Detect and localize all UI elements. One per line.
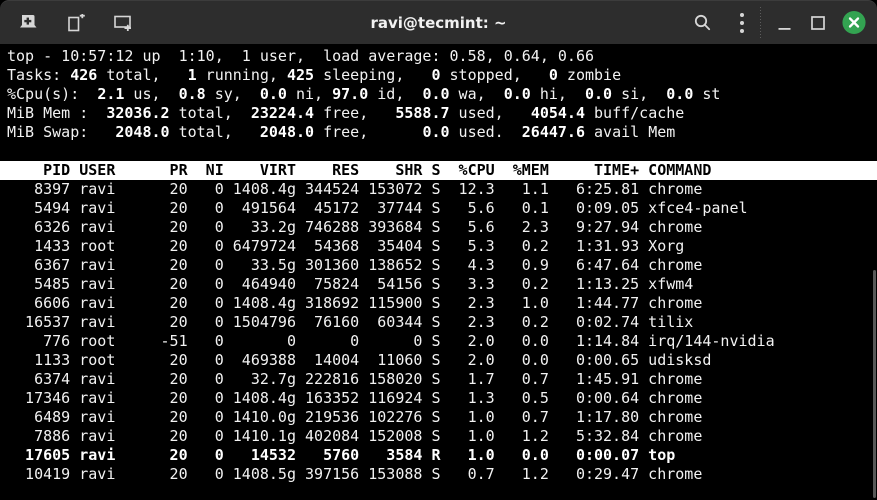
minimize-button[interactable] [772, 9, 796, 37]
titlebar-window-controls [690, 6, 877, 39]
maximize-button[interactable] [806, 9, 830, 37]
blank-line [0, 142, 877, 161]
process-row: 7886 ravi 20 0 1410.1g 402084 152008 S 1… [7, 427, 703, 445]
top-summary-line: MiB Mem : 32036.2 total, 23224.4 free, 5… [7, 104, 685, 122]
titlebar-left-actions [0, 9, 136, 37]
split-terminal-icon [114, 15, 131, 31]
process-row: 6326 ravi 20 0 33.2g 746288 393684 S 5.6… [7, 218, 703, 236]
minimize-icon [778, 27, 790, 30]
process-table-header: PID USER PR NI VIRT RES SHR S %CPU %MEM … [0, 161, 877, 180]
search-button[interactable] [690, 9, 714, 37]
process-row: 6374 ravi 20 0 32.7g 222816 158020 S 1.7… [7, 370, 703, 388]
new-tab-button[interactable] [64, 9, 88, 37]
process-row: 6606 ravi 20 0 1408.4g 318692 115900 S 2… [7, 294, 703, 312]
terminal-output[interactable]: top - 10:57:12 up 1:10, 1 user, load ave… [0, 44, 877, 500]
close-button[interactable] [840, 9, 868, 37]
split-terminal-button[interactable] [112, 9, 136, 37]
kebab-menu-icon [740, 12, 744, 33]
process-row: 5485 ravi 20 0 464940 75824 54156 S 3.3 … [7, 275, 694, 293]
process-row: 5494 ravi 20 0 491564 45172 37744 S 5.6 … [7, 199, 748, 217]
process-row: 17346 ravi 20 0 1408.4g 163352 116924 S … [7, 389, 703, 407]
titlebar[interactable]: ravi@tecmint: ~ [0, 0, 877, 44]
new-session-button[interactable] [16, 9, 40, 37]
process-row: 776 root -51 0 0 0 0 S 2.0 0.0 1:14.84 i… [7, 332, 775, 350]
top-summary-line: top - 10:57:12 up 1:10, 1 user, load ave… [7, 47, 594, 65]
top-summary-line: Tasks: 426 total, 1 running, 425 sleepin… [7, 66, 622, 84]
search-icon [694, 14, 710, 31]
menu-button[interactable] [730, 9, 754, 37]
process-row: 6489 ravi 20 0 1410.0g 219536 102276 S 1… [7, 408, 703, 426]
scrollbar-thumb[interactable] [873, 270, 876, 498]
close-icon [842, 10, 866, 35]
process-row: 1133 root 20 0 469388 14004 11060 S 2.0 … [7, 351, 712, 369]
process-row: 16537 ravi 20 0 1504796 76160 60344 S 2.… [7, 313, 694, 331]
new-session-icon [19, 15, 36, 28]
new-tab-icon [68, 13, 85, 31]
process-row: 6367 ravi 20 0 33.5g 301360 138652 S 4.3… [7, 256, 703, 274]
process-row: 8397 ravi 20 0 1408.4g 344524 153072 S 1… [7, 180, 703, 198]
process-row: 10419 ravi 20 0 1408.5g 397156 153088 S … [7, 465, 703, 483]
top-summary-line: MiB Swap: 2048.0 total, 2048.0 free, 0.0… [7, 123, 676, 141]
maximize-icon [811, 15, 825, 30]
process-row: 17605 ravi 20 0 14532 5760 3584 R 1.0 0.… [7, 446, 676, 464]
titlebar-separator [760, 6, 761, 39]
process-row: 1433 root 20 0 6479724 54368 35404 S 5.3… [7, 237, 685, 255]
top-summary-line: %Cpu(s): 2.1 us, 0.8 sy, 0.0 ni, 97.0 id… [7, 85, 721, 103]
